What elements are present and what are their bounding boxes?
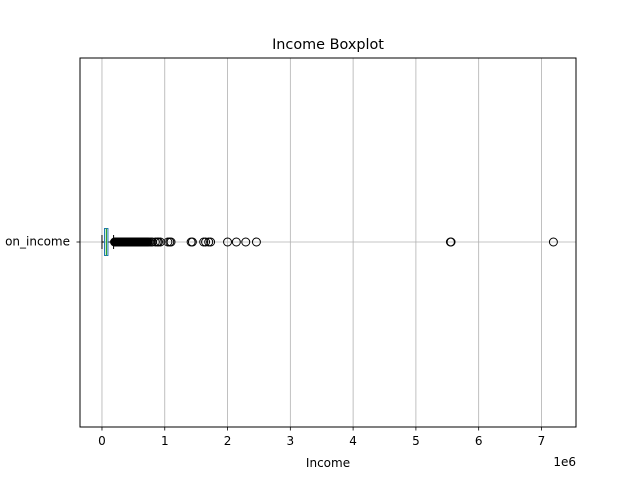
x-tick-label: 1 — [161, 434, 169, 448]
outlier-point — [166, 237, 176, 247]
x-tick-label: 3 — [287, 434, 295, 448]
x-axis-label: Income — [306, 456, 350, 470]
x-tick-label: 7 — [538, 434, 546, 448]
outlier-markers — [110, 237, 558, 247]
x-axis-offset-text: 1e6 — [553, 455, 576, 469]
outlier-point — [187, 237, 197, 247]
x-tick-label: 2 — [224, 434, 232, 448]
x-tick-label: 6 — [475, 434, 483, 448]
x-tick-label: 0 — [98, 434, 106, 448]
outlier-point — [241, 237, 251, 247]
outlier-point — [446, 237, 456, 247]
outlier-point — [548, 237, 558, 247]
y-tick-label: on_income — [5, 235, 70, 249]
outlier-point — [223, 237, 233, 247]
outlier-point — [231, 237, 241, 247]
plot-frame — [79, 57, 577, 428]
grid-lines — [80, 58, 576, 427]
outlier-point — [206, 237, 216, 247]
outlier-point — [251, 237, 261, 247]
x-axis-ticks: 0 1 2 3 4 5 6 7 — [76, 241, 546, 448]
x-tick-label: 5 — [412, 434, 420, 448]
chart-title: Income Boxplot — [272, 37, 384, 53]
outlier-point — [201, 237, 211, 247]
x-tick-label: 4 — [349, 434, 357, 448]
